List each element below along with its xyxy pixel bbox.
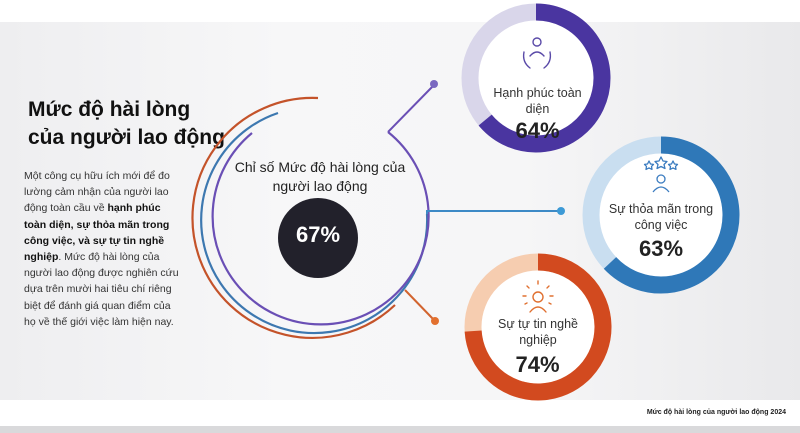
center-value: 67% <box>295 222 341 247</box>
stars-person-icon <box>643 156 679 193</box>
connector-blue <box>426 210 560 214</box>
title-line-1: Mức độ hài lòng <box>28 98 191 121</box>
bottom-border <box>0 426 800 433</box>
connector-orange <box>404 289 435 321</box>
metric-label-job-satisfaction: Sự thỏa mãn trong công việc <box>608 202 714 232</box>
description-bold: hạnh phúc toàn diện, sự thỏa mãn trong c… <box>24 202 170 264</box>
people-care-icon <box>522 37 552 69</box>
connector-purple <box>387 84 435 133</box>
connector-dot-orange <box>431 317 439 325</box>
metric-value-career-confidence: 74% <box>515 352 560 377</box>
donut-progress-wellbeing <box>478 3 611 153</box>
page-title: Mức độ hài lòng của người lao động <box>28 96 225 152</box>
center-label: Chỉ số Mức độ hài lòng của người lao độn… <box>234 159 406 194</box>
center-arc-purple <box>211 131 430 326</box>
center-arc-orange <box>191 96 396 339</box>
connector-dot-blue <box>557 207 565 215</box>
metric-label-wellbeing: Hạnh phúc toàn diện <box>493 86 582 116</box>
description-intro: Một công cụ hữu ích mới để đo lường cảm … <box>24 170 170 215</box>
description-outro: . Mức độ hài lòng của người lao động đượ… <box>24 251 179 328</box>
metric-value-job-satisfaction: 63% <box>638 236 684 261</box>
title-line-2: của người lao động <box>28 126 225 149</box>
description: Một công cụ hữu ích mới để đo lường cảm … <box>24 168 184 330</box>
metric-label-career-confidence: Sự tự tin nghề nghiệp <box>498 317 578 347</box>
center-value-circle <box>278 198 358 278</box>
sun-person-icon <box>522 280 554 313</box>
center-arc-blue <box>200 111 429 335</box>
donut-progress-career-confidence <box>464 253 612 401</box>
metric-value-wellbeing: 64% <box>515 118 560 143</box>
donut-progress-job-satisfaction <box>603 136 740 294</box>
footer-caption: Mức độ hài lòng của người lao động 2024 <box>646 409 786 416</box>
connector-dot-purple <box>430 80 438 88</box>
